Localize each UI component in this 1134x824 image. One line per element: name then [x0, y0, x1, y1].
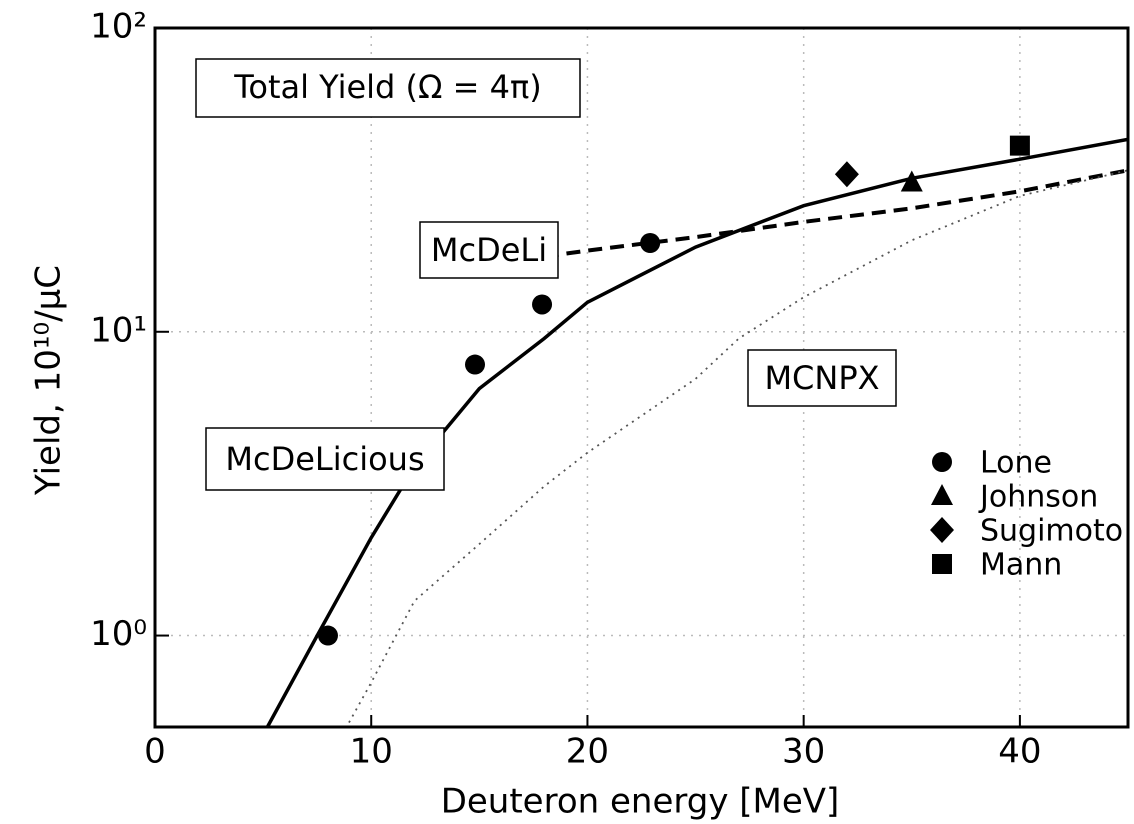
- data-point: [900, 170, 923, 192]
- y-tick-label: 10²: [90, 7, 147, 47]
- legend-label: Johnson: [978, 480, 1098, 515]
- line-label: MCNPX: [764, 359, 879, 397]
- y-tick-label: 10¹: [90, 310, 147, 350]
- plot-frame: [153, 26, 1130, 729]
- data-point: [317, 625, 338, 646]
- x-axis-label: Deuteron energy [MeV]: [441, 782, 840, 822]
- legend-label: Sugimoto: [980, 514, 1123, 549]
- data-point: [532, 294, 553, 315]
- y-tick-label: 10⁰: [90, 614, 147, 654]
- x-tick-label: 10: [350, 732, 393, 772]
- legend-marker: [932, 452, 952, 472]
- line-label-box: [419, 221, 559, 279]
- data-point: [834, 161, 859, 188]
- x-tick-label: 0: [144, 732, 166, 772]
- line-series: [265, 137, 1128, 727]
- x-tick-label: 30: [782, 732, 825, 772]
- line-label: McDeLi: [431, 231, 547, 269]
- y-axis-label: Yield, 10¹⁰/μC: [29, 265, 69, 496]
- legend-marker: [930, 517, 954, 543]
- line-label-box: [205, 427, 445, 491]
- x-tick-label: 40: [998, 732, 1041, 772]
- line-label: McDeLicious: [225, 440, 424, 478]
- data-point: [640, 232, 661, 253]
- data-point: [1009, 135, 1030, 156]
- x-tick-label: 20: [566, 732, 609, 772]
- annotation-box: [195, 58, 581, 118]
- annotation: Total Yield (Ω = 4π): [233, 68, 541, 106]
- data-point: [465, 354, 486, 375]
- legend-marker: [932, 554, 952, 574]
- legend-label: Lone: [980, 446, 1052, 481]
- line-series: [479, 168, 1128, 268]
- legend-marker: [931, 484, 953, 505]
- line-label-box: [747, 349, 897, 407]
- legend-label: Mann: [980, 548, 1062, 583]
